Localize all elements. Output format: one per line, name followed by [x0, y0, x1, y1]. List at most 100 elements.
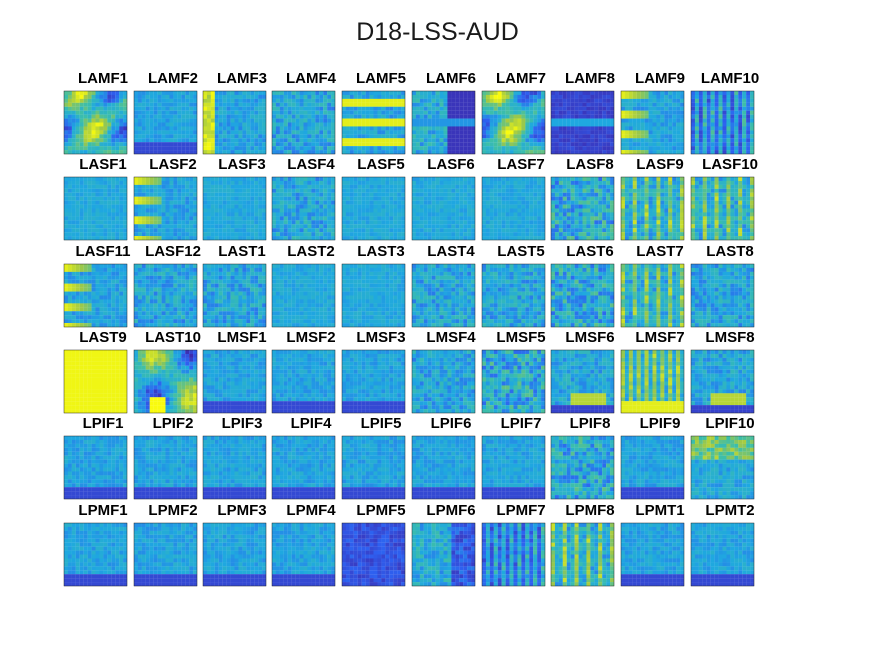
heatmap-cell — [177, 188, 182, 193]
heatmap-cell — [91, 114, 96, 119]
heatmap-cell — [145, 204, 150, 209]
heatmap-cell — [279, 184, 284, 189]
heatmap-cell — [668, 188, 673, 193]
heatmap-cell — [660, 94, 665, 99]
heatmap-cell — [632, 184, 637, 189]
heatmap-cell — [323, 216, 328, 221]
heatmap-cell — [107, 177, 112, 182]
heatmap-cell — [275, 98, 280, 103]
heatmap-cell — [123, 177, 128, 182]
heatmap-cell — [521, 212, 526, 217]
heatmap-cell — [79, 102, 84, 107]
heatmap-cell — [482, 142, 487, 147]
heatmap-cell — [275, 184, 280, 189]
heatmap-cell — [485, 224, 490, 229]
heatmap-cell — [254, 196, 259, 201]
heatmap-cell — [676, 91, 681, 96]
heatmap-cell — [558, 200, 563, 205]
heatmap-cell — [706, 110, 711, 115]
heatmap-cell — [668, 224, 673, 229]
heatmap-cell — [640, 114, 645, 119]
heatmap-cell — [525, 106, 530, 111]
heatmap-cell — [137, 102, 142, 107]
heatmap-cell — [485, 184, 490, 189]
heatmap-cell — [574, 94, 579, 99]
heatmap-cell — [698, 177, 703, 182]
heatmap-panel: LASF2 — [123, 156, 223, 251]
heatmap-cell — [111, 192, 116, 197]
heatmap-cell — [123, 200, 128, 205]
heatmap-cell — [353, 228, 358, 233]
heatmap-cell — [291, 204, 296, 209]
heatmap-cell — [203, 184, 208, 189]
heatmap-cell — [525, 220, 530, 225]
heatmap-cell — [644, 184, 649, 189]
heatmap-cell — [177, 200, 182, 205]
heatmap-cell — [554, 232, 559, 237]
heatmap-cell — [598, 228, 603, 233]
heatmap-cell — [327, 200, 332, 205]
heatmap-cell — [493, 192, 498, 197]
heatmap-cell — [357, 232, 362, 237]
heatmap-cell — [497, 192, 502, 197]
heatmap-cell — [562, 236, 567, 241]
heatmap-cell — [83, 106, 88, 111]
heatmap-cell — [640, 146, 645, 151]
heatmap-cell — [99, 126, 104, 131]
heatmap-cell — [254, 110, 259, 115]
heatmap-cell — [746, 146, 751, 151]
heatmap-cell — [377, 224, 382, 229]
heatmap-cell — [459, 204, 464, 209]
heatmap-cell — [134, 236, 139, 241]
heatmap-cell — [169, 212, 174, 217]
heatmap-cell — [551, 106, 556, 111]
heatmap-cell — [214, 150, 219, 155]
heatmap-cell — [734, 130, 739, 135]
heatmap-cell — [189, 196, 194, 201]
heatmap-cell — [365, 146, 370, 151]
heatmap-cell — [621, 184, 626, 189]
heatmap-cell — [582, 98, 587, 103]
heatmap-cell — [541, 216, 546, 221]
heatmap-cell — [463, 114, 468, 119]
heatmap-cell — [672, 208, 677, 213]
heatmap-cell — [83, 232, 88, 237]
heatmap-cell — [415, 232, 420, 237]
heatmap-cell — [537, 200, 542, 205]
heatmap-cell — [181, 138, 186, 143]
heatmap-cell — [570, 177, 575, 182]
heatmap-cell — [482, 220, 487, 225]
heatmap-cell — [149, 138, 154, 143]
heatmap-cell — [226, 208, 231, 213]
heatmap-cell — [177, 232, 182, 237]
heatmap-cell — [574, 146, 579, 151]
heatmap-cell — [541, 212, 546, 217]
heatmap-cell — [668, 126, 673, 131]
heatmap-cell — [640, 204, 645, 209]
heatmap-cell — [628, 138, 633, 143]
heatmap-cell — [644, 200, 649, 205]
heatmap-cell — [242, 91, 247, 96]
heatmap-cell — [165, 228, 170, 233]
heatmap-cell — [525, 138, 530, 143]
heatmap-cell — [624, 184, 629, 189]
heatmap-cell — [435, 126, 440, 131]
heatmap-cell — [652, 220, 657, 225]
heatmap-cell — [169, 110, 174, 115]
heatmap-cell — [459, 110, 464, 115]
heatmap-cell — [134, 134, 139, 139]
heatmap-cell — [471, 196, 476, 201]
heatmap-cell — [323, 200, 328, 205]
heatmap-cell — [734, 110, 739, 115]
heatmap-cell — [123, 180, 128, 185]
heatmap-cell — [451, 106, 456, 111]
heatmap-cell — [226, 184, 231, 189]
heatmap-cell — [169, 146, 174, 151]
heatmap-cell — [397, 126, 402, 131]
heatmap-cell — [401, 220, 406, 225]
panel-frame — [411, 176, 476, 241]
heatmap-cell — [493, 180, 498, 185]
heatmap-cell — [537, 126, 542, 131]
heatmap-cell — [279, 126, 284, 131]
heatmap-cell — [103, 150, 108, 155]
